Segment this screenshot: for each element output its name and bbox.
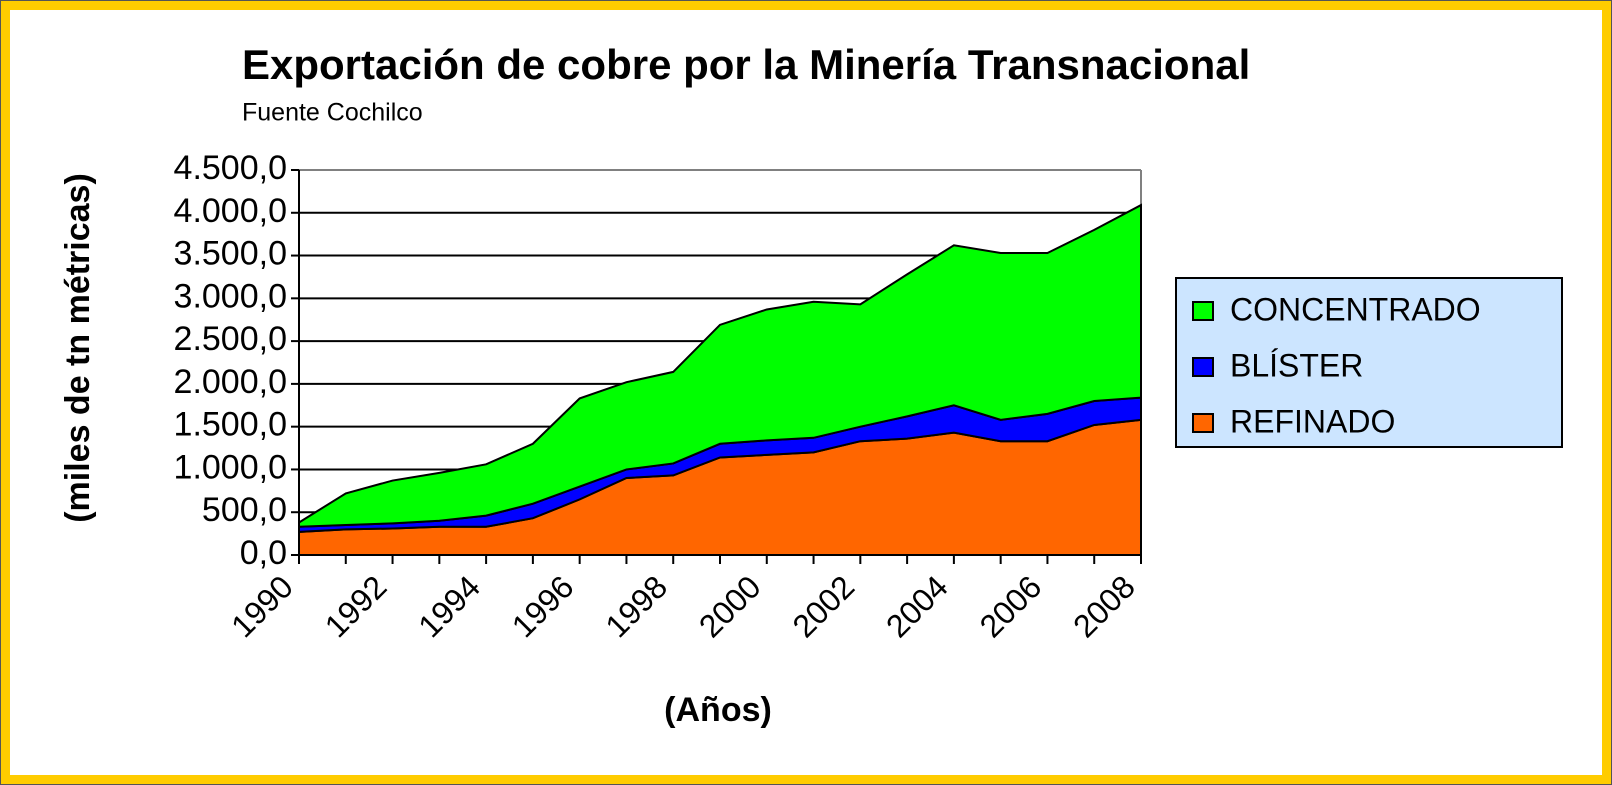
legend-swatch: [1192, 413, 1214, 433]
legend-swatch: [1192, 357, 1214, 377]
chart-subtitle: Fuente Cochilco: [242, 99, 423, 127]
y-tick-label: 4.000,0: [174, 192, 287, 230]
y-tick-label: 2.500,0: [174, 320, 287, 358]
legend-label: REFINADO: [1230, 403, 1395, 439]
y-tick-label: 0,0: [240, 534, 287, 572]
y-tick-label: 1.500,0: [174, 406, 287, 444]
legend: [1175, 277, 1563, 448]
area: [298, 203, 1142, 528]
y-tick-label: 4.500,0: [174, 149, 287, 187]
legend-swatch: [1192, 301, 1214, 321]
y-tick-label: 500,0: [202, 491, 287, 529]
y-axis-label: (miles de tn métricas): [59, 173, 97, 523]
legend-label: BLÍSTER: [1230, 347, 1363, 383]
y-tick-label: 2.000,0: [174, 363, 287, 401]
y-tick-label: 1.000,0: [174, 448, 287, 486]
y-tick-label: 3.000,0: [174, 277, 287, 315]
y-tick-label: 3.500,0: [174, 235, 287, 273]
x-axis-label: (Años): [664, 691, 772, 729]
legend-label: CONCENTRADO: [1230, 291, 1481, 327]
chart-title: Exportación de cobre por la Minería Tran…: [242, 41, 1250, 88]
